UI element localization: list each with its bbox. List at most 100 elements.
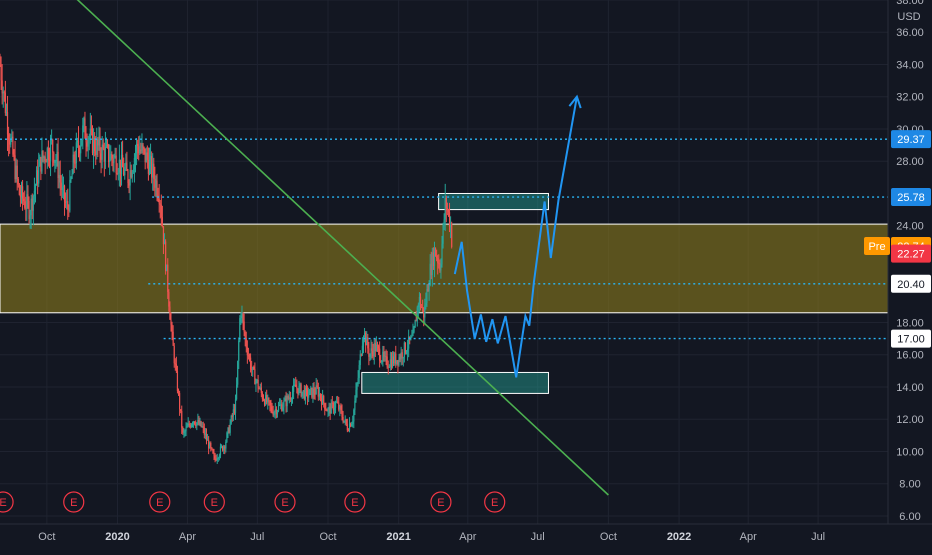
candle-body [233,409,236,413]
candle-body [76,140,79,143]
y-tick-label: 14.00 [896,382,924,394]
candle-body [252,366,254,370]
earnings-marker[interactable]: E [0,491,14,513]
price-marker[interactable]: 20.40 [891,274,931,293]
candle-body [426,288,428,304]
candle-body [294,384,296,386]
candle-body [225,441,227,449]
earnings-circle [484,491,506,513]
candle-body [168,291,170,307]
candle-body [139,149,141,154]
candle-body [340,406,342,411]
candle-body [81,139,83,146]
candle-body [174,363,176,365]
candle-body [129,170,131,186]
earnings-marker[interactable]: E [274,491,296,513]
candle-body [73,154,75,163]
candle-body [446,208,448,211]
candle-body [436,256,438,258]
price-marker[interactable]: 17.00 [891,329,931,348]
candle-body [288,397,290,399]
candle-body [192,421,195,424]
earnings-marker[interactable]: E [63,491,85,513]
candle-body [102,144,104,149]
candle-body [219,446,222,456]
candle-body [358,365,360,378]
axes[interactable]: USD 38.0036.0034.0032.0030.0028.0024.001… [0,0,932,543]
candle-body [368,348,370,357]
candle-body [112,158,114,164]
y-tick-label: 8.00 [899,479,920,491]
candle-body [20,186,23,198]
candle-body [345,419,347,425]
price-marker-prefix-bg [864,237,890,256]
candle-body [291,392,294,400]
candle-body [415,320,417,322]
candle-body [369,354,371,357]
candle-body [376,344,379,347]
earnings-marker[interactable]: E [484,491,506,513]
descending-trendline[interactable] [0,0,609,496]
candle-body [171,324,173,332]
candle-body [437,257,439,264]
candle-body [201,426,203,428]
earnings-label: E [491,497,498,509]
candle-body [15,165,17,180]
earnings-marker[interactable]: E [203,491,225,513]
candle-body [367,337,369,349]
candle-body [308,394,310,398]
candle-body [336,401,338,403]
trendline-group[interactable] [0,0,609,496]
candle-body [89,128,91,138]
y-tick-label: 12.00 [896,414,924,426]
candle-body [447,210,450,213]
candle-body [108,144,110,162]
earnings-marker[interactable]: E [149,491,171,513]
candle-body [54,160,56,163]
candle-body [53,152,55,163]
candle-body [131,172,133,178]
candle-body [217,457,219,459]
x-tick-label: Apr [459,531,476,543]
candle-body [187,423,189,427]
earnings-marker[interactable]: E [430,491,452,513]
candle-body [295,384,297,387]
candle-body [353,409,355,422]
earnings-marker[interactable]: E [344,491,366,513]
price-marker[interactable]: 29.37 [891,130,931,149]
price-marker[interactable]: 22.27 [891,244,931,263]
candle-body [132,169,134,173]
candle-body [113,157,115,164]
candle-body [152,163,154,178]
candle-body [304,388,307,399]
candle-body [346,424,348,431]
candle-body [410,336,412,340]
projection-path[interactable] [453,96,578,378]
candle-body [140,149,142,151]
projection-path-group[interactable] [453,94,582,378]
candle-body [247,355,250,357]
candle-body [313,388,315,394]
candle-body [429,263,431,286]
candle-body [305,388,308,391]
price-marker[interactable]: 25.78 [891,188,931,207]
candle-body [37,170,39,184]
candle-body [185,427,187,432]
candle-body [249,357,252,369]
candle-body [203,427,205,435]
candle-body [62,185,65,188]
candle-body [195,424,197,427]
candle-body [24,201,26,208]
candle-body [382,351,384,362]
candle-body [115,155,117,173]
candle-body [302,390,304,392]
candle-body [17,179,19,185]
candle-body [227,427,229,433]
candle-body [134,153,137,159]
candle-body [4,92,6,114]
candle-body [210,442,212,448]
